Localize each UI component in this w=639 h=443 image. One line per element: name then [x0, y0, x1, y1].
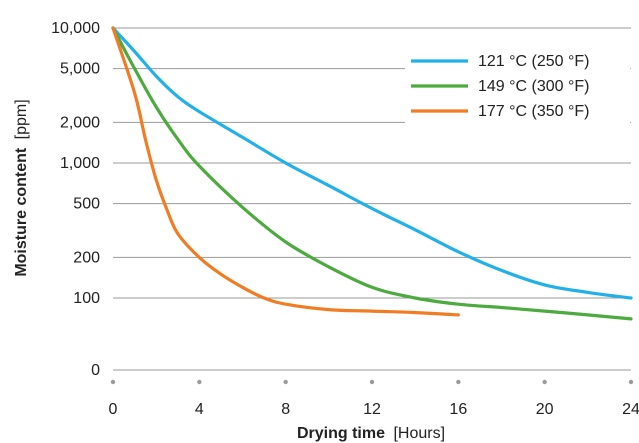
x-tick-dot	[110, 379, 116, 385]
y-axis-title: Moisture content [ppm]	[13, 99, 30, 276]
x-tick-dot	[456, 379, 461, 385]
series-line-1	[111, 26, 633, 300]
series-line-2	[111, 26, 633, 321]
x-tick-label: 8	[281, 401, 290, 418]
y-axis-title-unit: [ppm]	[13, 99, 30, 139]
series-line-3	[111, 26, 460, 317]
legend-label: 121 °C (250 °F)	[478, 53, 590, 70]
x-tick-label: 20	[536, 401, 554, 418]
x-axis-title-bold: Drying time	[297, 425, 385, 442]
x-tick-label: 0	[109, 401, 118, 418]
y-tick-label: 500	[73, 196, 100, 213]
x-tick-dot	[283, 379, 288, 385]
y-tick-label: 100	[73, 290, 100, 307]
x-axis-title: Drying time [Hours]	[297, 425, 445, 442]
x-tick-dot	[197, 379, 202, 385]
x-tick-dot	[369, 379, 375, 385]
x-tick-dot	[542, 379, 547, 385]
x-tick-label: 12	[363, 401, 381, 418]
y-tick-label: 10,000	[51, 20, 100, 37]
legend: 121 °C (250 °F) 149 °C (300 °F) 177 °C (35…	[405, 42, 630, 127]
x-tick-dot	[628, 379, 634, 385]
y-tick-label: 2,000	[60, 114, 100, 131]
x-tick-label: 24	[622, 401, 639, 418]
y-axis-title-bold: Moisture content	[13, 147, 30, 277]
x-tick-label: 4	[195, 401, 204, 418]
axis-layer: 0 100 200 500 1,000 2,000 5,000 10,000 0 4 8 12 16 20…	[51, 20, 639, 418]
legend-label: 149 °C (300 °F)	[478, 78, 590, 95]
series-layer	[111, 26, 633, 321]
y-tick-label: 0	[91, 362, 100, 379]
y-tick-label: 5,000	[60, 61, 100, 78]
x-tick-label: 16	[449, 401, 467, 418]
legend-label: 177 °C (350 °F)	[478, 103, 590, 120]
y-tick-label: 200	[73, 249, 100, 266]
x-axis-title-unit: [Hours]	[393, 425, 445, 442]
y-tick-label: 1,000	[60, 155, 100, 172]
